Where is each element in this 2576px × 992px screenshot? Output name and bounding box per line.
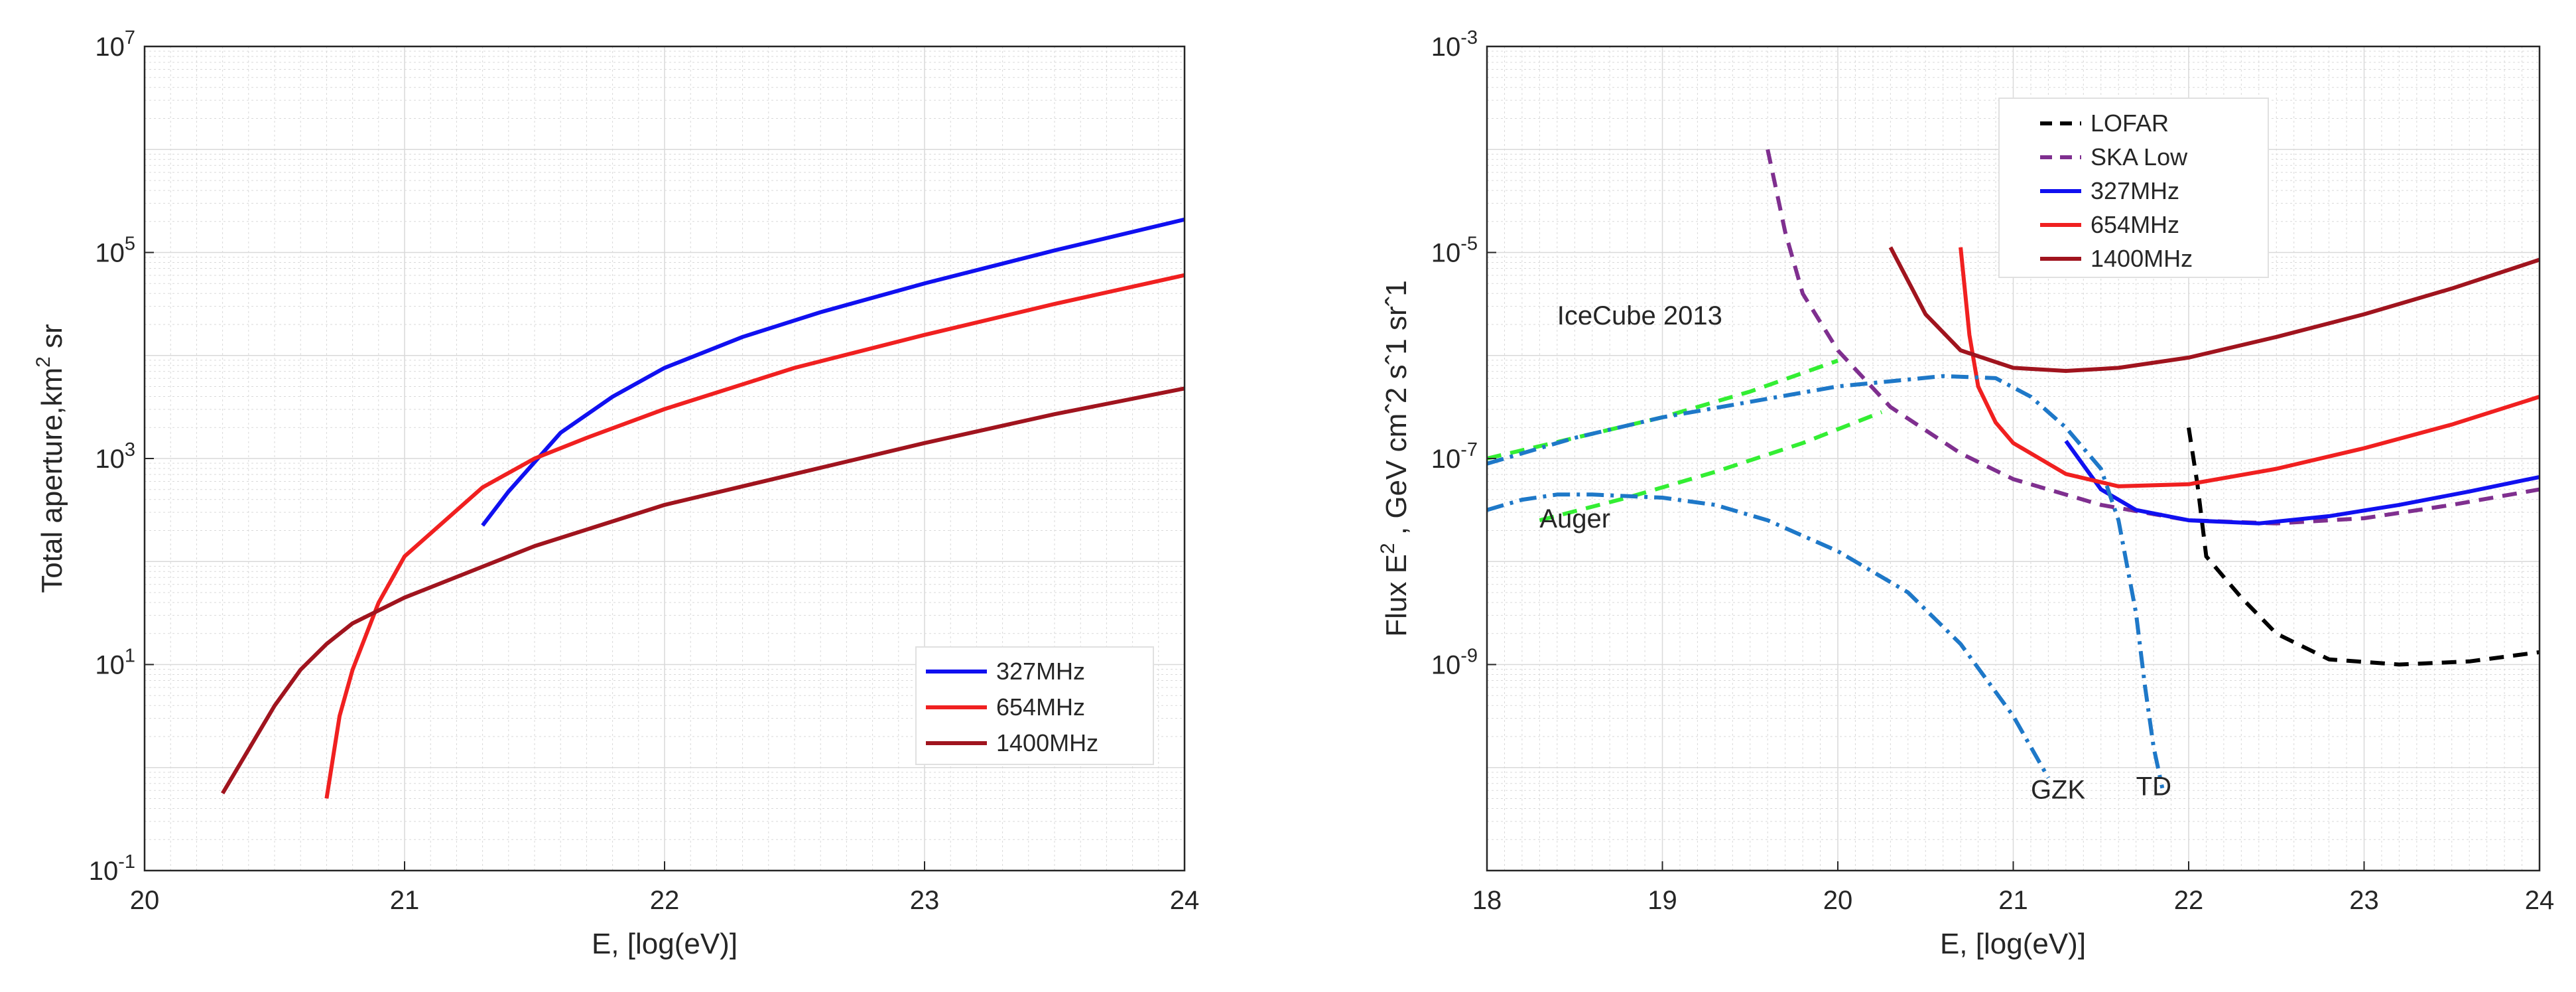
legend-label: 1400MHz (2091, 245, 2193, 272)
aperture-tick-labels: 20 21 22 23 24 10-1 101 103 105 107 (89, 27, 1200, 915)
x-tick-label: 21 (1998, 886, 2028, 915)
x-tick-label: 19 (1647, 886, 1677, 915)
y-tick-label: 103 (95, 439, 135, 474)
annotation-gzk: GZK (2031, 775, 2086, 804)
x-tick-label: 22 (650, 886, 680, 915)
aperture-y-label: Total aperture,km2 sr (32, 324, 68, 593)
y-tick-label: 10-7 (1431, 439, 1478, 474)
legend-label: 1400MHz (996, 729, 1098, 756)
legend-label: 654MHz (2091, 211, 2179, 238)
aperture-series (221, 217, 1185, 799)
annotation-icecube-2013: IceCube 2013 (1557, 301, 1722, 330)
series-line-327mhz (2064, 439, 2540, 526)
x-tick-label: 22 (2174, 886, 2204, 915)
y-tick-label: 10-9 (1431, 646, 1478, 680)
flux-x-label: E, [log(eV)] (1940, 928, 2086, 960)
flux-chart: 18 19 20 21 22 23 24 10-9 10-7 10-5 10-3 IceCube 2… (1377, 27, 2554, 960)
aperture-legend: 327MHz 654MHz 1400MHz (915, 646, 1154, 765)
annotation-td: TD (2136, 772, 2171, 802)
flux-y-label: Flux E2 , GeV cmˆ2 sˆ1 srˆ1 (1377, 280, 1413, 636)
flux-legend-box (1998, 98, 2269, 278)
series-line-gzk (1486, 492, 2051, 779)
series-line-327mhz (481, 217, 1185, 527)
legend-label: SKA Low (2091, 143, 2188, 171)
series-line-1400mhz (1888, 246, 2540, 373)
legend-label: 327MHz (996, 658, 1085, 685)
aperture-ticks (144, 46, 1185, 871)
legend-label: LOFAR (2091, 109, 2169, 137)
series-line-lofar (2187, 427, 2540, 667)
aperture-grid (144, 46, 1185, 871)
flux-legend: LOFAR SKA Low 327MHz 654MHz 1400MHz (1998, 98, 2269, 278)
x-tick-label: 20 (130, 886, 160, 915)
x-tick-label: 21 (390, 886, 420, 915)
flux-tick-labels: 18 19 20 21 22 23 24 10-9 10-7 10-5 10-3 (1431, 27, 2555, 915)
series-line-ska-low (1766, 149, 2540, 526)
series-line-654mhz (324, 273, 1185, 799)
x-tick-label: 23 (2349, 886, 2379, 915)
flux-annotations: IceCube 2013 Auger GZK TD (1539, 301, 2171, 804)
y-tick-label: 10-5 (1431, 234, 1478, 268)
annotation-auger: Auger (1539, 504, 1610, 533)
x-tick-label: 24 (1170, 886, 1200, 915)
x-tick-label: 23 (910, 886, 940, 915)
flux-series (1486, 149, 2540, 789)
x-tick-label: 18 (1472, 886, 1502, 915)
x-tick-label: 20 (1823, 886, 1853, 915)
y-tick-label: 107 (95, 27, 135, 62)
y-tick-label: 105 (95, 234, 135, 268)
series-line-1400mhz (221, 386, 1185, 795)
y-tick-label: 10-1 (89, 851, 135, 886)
flux-ticks (1486, 46, 2540, 871)
x-tick-label: 24 (2525, 886, 2555, 915)
legend-label: 327MHz (2091, 177, 2179, 204)
aperture-x-label: E, [log(eV)] (592, 928, 738, 960)
y-tick-label: 101 (95, 646, 135, 680)
legend-label: 654MHz (996, 693, 1085, 721)
series-line-auger (1539, 410, 1883, 523)
y-tick-label: 10-3 (1431, 27, 1478, 62)
